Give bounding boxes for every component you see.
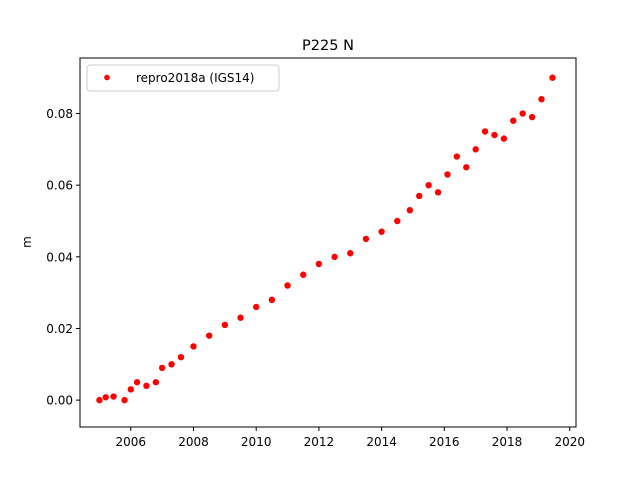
plot-frame	[79, 57, 577, 428]
data-point	[133, 379, 141, 386]
data-point	[190, 343, 197, 350]
data-point	[143, 382, 150, 390]
chart-title: P225 N	[302, 38, 354, 54]
x-tick-label: 2012	[304, 435, 335, 449]
data-point	[110, 393, 117, 400]
data-point	[510, 117, 517, 124]
data-point	[491, 131, 498, 139]
data-point	[528, 113, 536, 121]
data-point	[284, 282, 291, 289]
x-tick-label: 2018	[492, 435, 523, 449]
data-point	[96, 396, 103, 404]
x-tick-label: 2016	[429, 435, 460, 449]
data-point	[453, 153, 461, 160]
x-tick-label: 2020	[554, 435, 585, 449]
data-point	[416, 192, 423, 200]
data-point	[347, 250, 354, 257]
x-tick-label: 2006	[116, 435, 147, 449]
data-point	[221, 321, 229, 329]
data-point	[300, 271, 307, 278]
data-point	[127, 386, 134, 393]
data-point	[500, 135, 508, 142]
legend-marker	[104, 74, 110, 81]
data-point	[444, 171, 451, 178]
data-point	[472, 146, 479, 153]
data-point	[549, 74, 556, 81]
data-points	[96, 74, 556, 404]
data-point	[481, 128, 489, 135]
x-axis: 2006 2008 2010 2012 2014 2016 2018 2020	[116, 427, 585, 449]
y-tick-label: 0.04	[46, 250, 73, 264]
data-point	[425, 181, 432, 189]
data-point	[168, 361, 175, 368]
data-point	[434, 189, 442, 196]
data-point	[463, 164, 470, 171]
data-point	[538, 95, 545, 103]
data-point	[315, 260, 323, 268]
data-point	[177, 353, 185, 361]
data-point	[121, 396, 128, 404]
data-point	[102, 394, 109, 401]
data-point	[378, 228, 385, 235]
x-tick-label: 2008	[178, 435, 209, 449]
y-tick-label: 0.06	[46, 179, 73, 193]
data-point	[253, 303, 260, 311]
y-tick-label: 0.08	[46, 107, 73, 121]
legend-label: repro2018a (IGS14)	[136, 71, 254, 85]
data-point	[237, 314, 244, 321]
y-tick-label: 0.00	[46, 394, 73, 408]
x-tick-label: 2010	[241, 435, 272, 449]
data-point	[152, 379, 160, 386]
y-axis-label: m	[20, 236, 34, 248]
data-point	[362, 235, 370, 243]
data-point	[394, 217, 401, 225]
data-point	[268, 296, 276, 304]
data-point	[158, 364, 166, 372]
y-tick-label: 0.02	[46, 322, 73, 336]
data-point	[205, 332, 213, 339]
legend: repro2018a (IGS14)	[86, 64, 280, 92]
data-point	[331, 253, 338, 261]
data-point	[406, 207, 414, 214]
x-tick-label: 2014	[366, 435, 397, 449]
legend-box	[86, 64, 280, 92]
y-axis: 0.00 0.02 0.04 0.06 0.08	[46, 107, 80, 408]
data-point	[519, 110, 526, 117]
